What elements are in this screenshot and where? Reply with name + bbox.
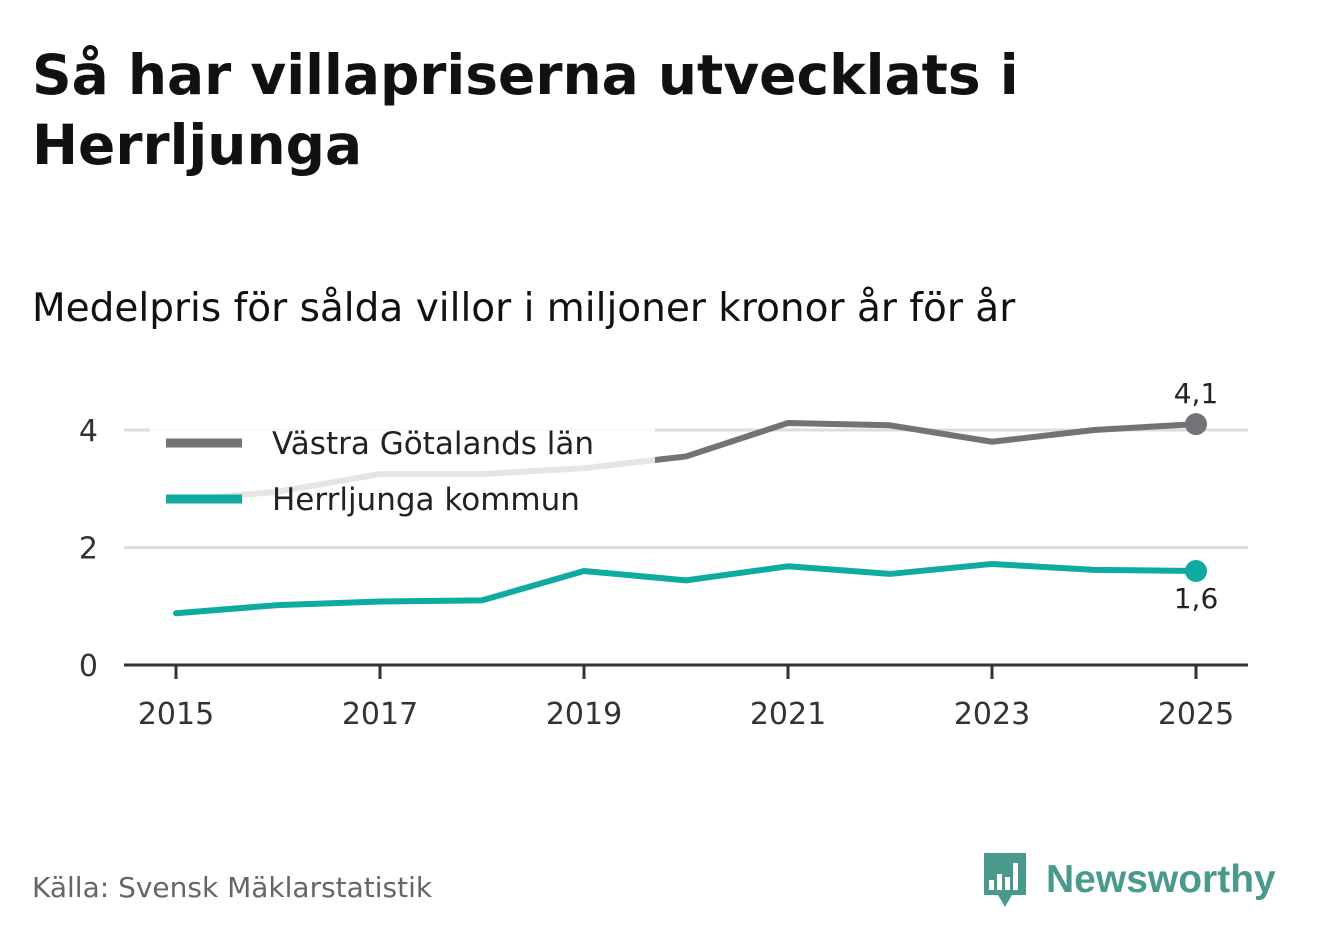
end-point-marker-0 [1185, 413, 1207, 436]
x-tick-label: 2015 [138, 697, 214, 732]
series-line-1 [173, 560, 1199, 617]
legend-label-0: Västra Götalands län [272, 426, 594, 462]
source-note: Källa: Svensk Mäklarstatistik [32, 871, 433, 904]
y-tick-label: 4 [79, 414, 98, 449]
y-tick-label: 2 [79, 532, 98, 567]
line-chart: 0 2 4 2015 2017 2019 2021 2023 2025 Västra Götala… [79, 377, 1248, 732]
legend-background [150, 408, 655, 526]
chart-title: Så har villapriserna utvecklats i Herrlj… [32, 43, 1019, 177]
x-tick-label: 2017 [342, 697, 418, 732]
chart-subtitle: Medelpris för sålda villor i miljoner kr… [32, 286, 1016, 331]
x-tick-label: 2025 [1158, 697, 1234, 732]
end-value-label-0: 4,1 [1174, 377, 1219, 410]
x-tick-label: 2019 [546, 697, 622, 732]
brand-name: Newsworthy [1046, 858, 1276, 901]
end-point-marker-1 [1185, 560, 1207, 582]
end-value-label-1: 1,6 [1174, 582, 1219, 615]
legend-label-1: Herrljunga kommun [272, 482, 580, 518]
y-tick-label: 0 [79, 649, 98, 684]
newsworthy-logo-icon [984, 853, 1026, 907]
brand-logo-group[interactable]: Newsworthy [980, 848, 1276, 912]
x-tick-label: 2023 [954, 697, 1030, 732]
x-tick-label: 2021 [750, 697, 826, 732]
